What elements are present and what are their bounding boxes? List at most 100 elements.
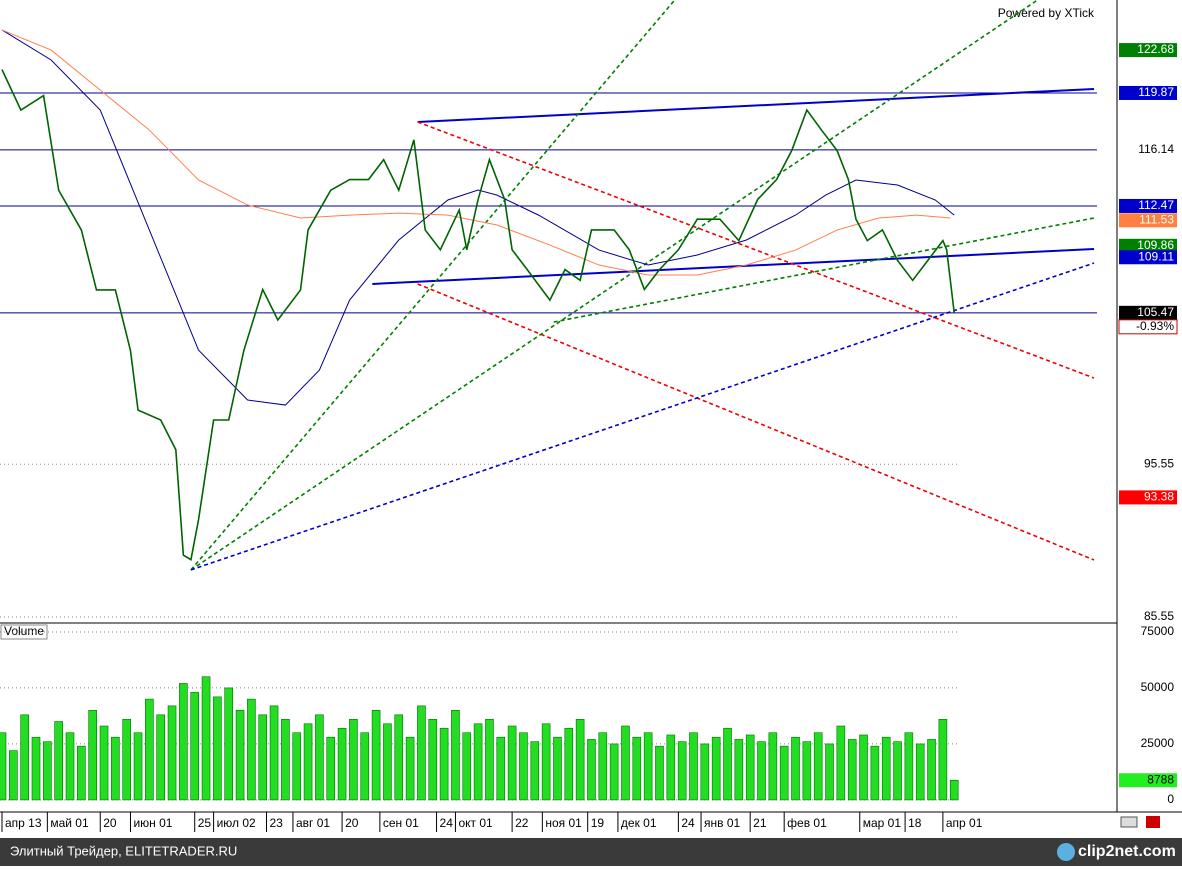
volume-bar [451,710,460,801]
volume-bar [213,696,222,801]
y-tick-label: 95.55 [1144,456,1174,470]
x-tick-label: июн 01 [133,816,172,830]
x-tick-label: 22 [515,816,529,830]
x-tick-label: дек 01 [621,816,657,830]
volume-bar [31,736,41,801]
volume-bar [65,732,75,801]
volume-bar [711,736,721,801]
x-tick-label: май 01 [50,816,89,830]
toolbar-icon[interactable] [1120,816,1138,828]
volume-bar [734,739,744,801]
x-tick-label: сен 01 [383,816,419,830]
volume-bar [689,732,698,801]
price-marker-box [1119,142,1177,157]
x-tick-label: 20 [103,816,117,830]
trend-line [417,283,1095,561]
volume-bar [677,741,687,801]
volume-bar [609,743,619,801]
volume-bar [349,718,358,801]
volume-bar [859,734,868,801]
volume-bar [836,725,846,801]
price-marker-label: 109.11 [1138,249,1174,263]
x-tick-label: 25 [198,816,212,830]
volume-bar [405,736,415,801]
volume-bar [133,732,143,801]
volume-bar [269,705,279,801]
x-tick-label: фев 01 [787,816,827,830]
volume-bar [315,714,324,801]
volume-bar [20,714,29,801]
volume-bar [201,676,211,801]
volume-bar [337,727,347,801]
price-marker-box [1119,490,1177,505]
volume-bar [904,732,914,801]
volume-bar [326,736,336,801]
volume-bar [179,683,188,801]
volume-bar [870,745,880,801]
volume-label: Volume [4,624,44,638]
volume-bar [541,723,551,801]
volume-bar [757,741,766,801]
volume-bar [779,745,789,801]
volume-bar [655,745,664,801]
volume-bar [519,732,528,801]
volume-bar [587,739,596,801]
trend-line [417,88,1095,123]
volume-bar [428,718,438,801]
volume-bar [122,718,131,801]
price-marker-label: 105.47 [1137,305,1174,319]
x-tick-label: 21 [753,816,767,830]
volume-bar [700,743,710,801]
volume-bar [575,718,585,801]
volume-bar [462,732,472,801]
volume-bar [632,736,642,801]
volume-bar [371,710,381,801]
change-box [1118,319,1178,335]
x-tick-label: апр 13 [5,816,42,830]
volume-bar [439,727,449,801]
volume-marker-box [1119,773,1177,788]
moving-average [1,29,955,406]
x-tick-label: 23 [270,816,284,830]
volume-bar [43,741,52,801]
volume-bar [360,732,370,801]
volume-bar [938,718,948,801]
volume-bar [598,732,608,801]
volume-tick-label: 75000 [1141,624,1175,638]
exit-icon[interactable] [1146,816,1160,828]
volume-bar [666,734,676,801]
volume-bar [745,734,755,801]
volume-marker-label: 8788 [1147,772,1174,786]
volume-bar [949,779,959,801]
moving-average [1,29,951,276]
change-label: -0.93% [1136,319,1174,333]
volume-bar [247,698,256,801]
volume-bar [621,725,630,801]
price-marker-label: 93.38 [1144,490,1174,504]
volume-bar [88,710,97,801]
volume-bar [77,745,86,801]
y-tick-label: 85.55 [1144,609,1174,623]
volume-bar [167,705,177,801]
price-marker-label: 122.68 [1137,42,1174,56]
volume-bar [915,743,925,801]
x-tick-label: 24 [440,816,454,830]
volume-bar [473,723,483,801]
volume-bar [768,732,778,801]
price-marker-label: 116.14 [1138,142,1174,156]
volume-bar [496,736,506,801]
price-marker-box [1119,250,1177,265]
volume-tick-label: 50000 [1141,680,1175,694]
volume-bar [825,743,834,801]
footer-brand: clip2net.com [1078,843,1176,860]
volume-bar [485,718,494,801]
x-tick-label: 20 [345,816,359,830]
price-marker-label: 109.86 [1137,238,1174,252]
price-marker-label: 111.53 [1139,212,1174,226]
volume-bar [564,727,574,801]
volume-bar [145,698,154,801]
volume-bar [235,710,245,801]
